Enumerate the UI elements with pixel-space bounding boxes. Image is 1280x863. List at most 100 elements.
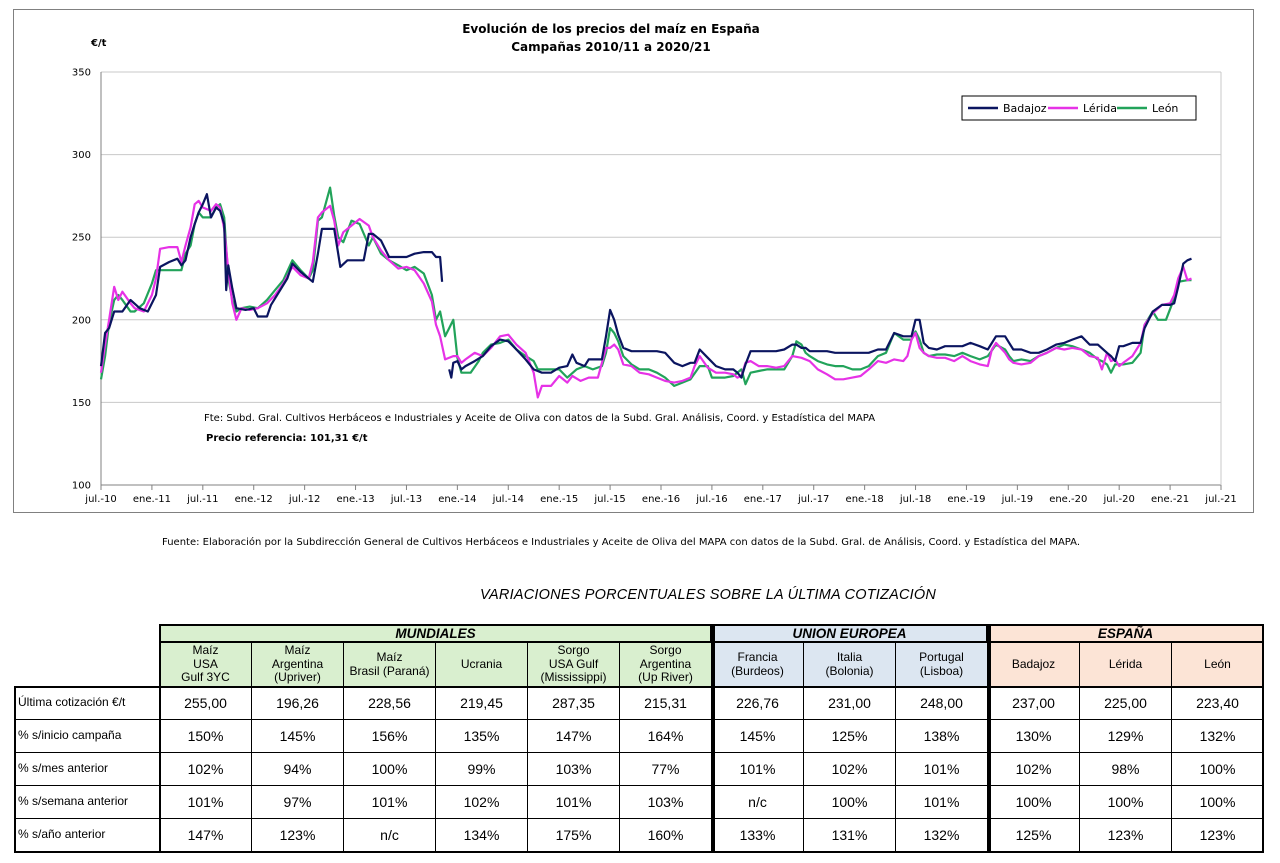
table-cell: 226,76 — [711, 686, 804, 720]
table-title: VARIACIONES PORCENTUALES SOBRE LA ÚLTIMA… — [479, 587, 937, 603]
table-cell: 125% — [987, 818, 1080, 852]
table-cell: 102% — [803, 752, 896, 786]
column-header: León — [1171, 642, 1264, 687]
y-tick-label: 250 — [72, 233, 91, 244]
table-cell: n/c — [711, 785, 804, 819]
legend-label: León — [1152, 102, 1178, 115]
table-cell: 100% — [987, 785, 1080, 819]
table-cell: 101% — [895, 752, 988, 786]
column-header: Italia (Bolonia) — [803, 642, 896, 687]
column-header: Badajoz — [987, 642, 1080, 687]
x-tick-label: jul.-10 — [84, 494, 116, 505]
table-cell: 134% — [435, 818, 528, 852]
group-header: MUNDIALES — [159, 624, 712, 643]
table-cell: 156% — [343, 719, 436, 753]
legend-label: Badajoz — [1003, 102, 1047, 115]
table-cell: 100% — [1171, 752, 1264, 786]
y-tick-label: 200 — [72, 315, 91, 326]
table-cell: 130% — [987, 719, 1080, 753]
legend-label: Lérida — [1083, 102, 1117, 115]
table-cell: 123% — [1171, 818, 1264, 852]
table-cell: 100% — [803, 785, 896, 819]
x-tick-label: ene.-21 — [1151, 494, 1189, 505]
y-axis-label: €/t — [90, 38, 107, 49]
x-tick-label: jul.-19 — [1001, 494, 1033, 505]
row-label: % s/inicio campaña — [14, 719, 160, 753]
table-cell: 175% — [527, 818, 620, 852]
table-cell: 135% — [435, 719, 528, 753]
table-cell: 101% — [895, 785, 988, 819]
x-tick-label: jul.-15 — [593, 494, 625, 505]
row-label: Última cotización €/t — [14, 686, 160, 720]
table-cell: 123% — [251, 818, 344, 852]
x-tick-label: jul.-21 — [1204, 494, 1236, 505]
x-tick-label: ene.-13 — [336, 494, 374, 505]
chart-title-line-1: Evolución de los precios del maíz en Esp… — [462, 22, 760, 36]
x-tick-label: ene.-18 — [846, 494, 884, 505]
table-cell: 125% — [803, 719, 896, 753]
table-cell: 101% — [527, 785, 620, 819]
table-cell: n/c — [343, 818, 436, 852]
column-header: Maíz Argentina (Upriver) — [251, 642, 344, 687]
column-header: Ucrania — [435, 642, 528, 687]
table-cell: 132% — [895, 818, 988, 852]
x-tick-label: ene.-14 — [438, 494, 476, 505]
table-cell: 287,35 — [527, 686, 620, 720]
table-cell: 94% — [251, 752, 344, 786]
table-cell: 147% — [159, 818, 252, 852]
table-cell: 77% — [619, 752, 712, 786]
table-cell: 102% — [159, 752, 252, 786]
table-cell: 150% — [159, 719, 252, 753]
y-tick-label: 150 — [72, 398, 91, 409]
row-label: % s/año anterior — [14, 818, 160, 852]
table-cell: 160% — [619, 818, 712, 852]
table-cell: 237,00 — [987, 686, 1080, 720]
x-tick-label: ene.-16 — [642, 494, 680, 505]
table-cell: 101% — [711, 752, 804, 786]
legend-box — [961, 95, 1197, 121]
x-tick-label: jul.-17 — [797, 494, 829, 505]
x-tick-label: jul.-20 — [1102, 494, 1134, 505]
chart-source-annotation: Fte: Subd. Gral. Cultivos Herbáceos e In… — [204, 412, 875, 424]
chart-panel: Evolución de los precios del maíz en Esp… — [13, 9, 1254, 513]
x-tick-label: jul.-18 — [899, 494, 931, 505]
table-cell: 138% — [895, 719, 988, 753]
table-cell: 129% — [1079, 719, 1172, 753]
x-tick-label: ene.-20 — [1049, 494, 1087, 505]
table-cell: 103% — [619, 785, 712, 819]
table-cell: 133% — [711, 818, 804, 852]
table-cell: 101% — [343, 785, 436, 819]
x-tick-label: ene.-19 — [947, 494, 985, 505]
table-cell: 147% — [527, 719, 620, 753]
y-tick-label: 350 — [72, 68, 91, 79]
table-cell: 99% — [435, 752, 528, 786]
source-note: Fuente: Elaboración por la Subdirección … — [162, 537, 1081, 548]
column-header: Francia (Burdeos) — [711, 642, 804, 687]
y-tick-label: 300 — [72, 150, 91, 161]
group-header: UNION EUROPEA — [711, 624, 988, 643]
table-cell: 145% — [711, 719, 804, 753]
table-cell: 248,00 — [895, 686, 988, 720]
table-cell: 231,00 — [803, 686, 896, 720]
row-label: % s/mes anterior — [14, 752, 160, 786]
x-tick-label: ene.-11 — [133, 494, 171, 505]
table-cell: 103% — [527, 752, 620, 786]
reference-price-annotation: Precio referencia: 101,31 €/t — [206, 433, 368, 444]
series-line-badajoz — [99, 193, 444, 367]
table-cell: 123% — [1079, 818, 1172, 852]
chart-title-line-2: Campañas 2010/11 a 2020/21 — [511, 40, 710, 54]
column-header: Portugal (Lisboa) — [895, 642, 988, 687]
table-cell: 196,26 — [251, 686, 344, 720]
table-cell: 101% — [159, 785, 252, 819]
x-tick-label: jul.-14 — [492, 494, 524, 505]
table-cell: 164% — [619, 719, 712, 753]
table-cell: 215,31 — [619, 686, 712, 720]
table-cell: 225,00 — [1079, 686, 1172, 720]
group-header: ESPAÑA — [987, 624, 1264, 643]
table-cell: 102% — [435, 785, 528, 819]
table-cell: 228,56 — [343, 686, 436, 720]
table-cell: 255,00 — [159, 686, 252, 720]
table-cell: 102% — [987, 752, 1080, 786]
table-cell: 132% — [1171, 719, 1264, 753]
